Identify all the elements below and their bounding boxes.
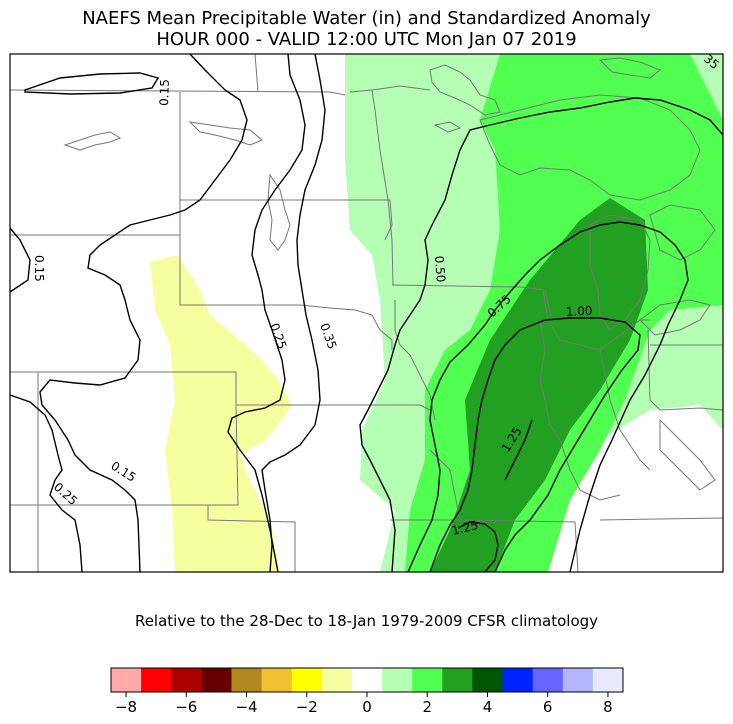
contour-label: 0.15 xyxy=(157,79,172,106)
colorbar-swatch xyxy=(472,668,504,692)
colorbar-tick-label: −8 xyxy=(115,698,137,716)
lake-outlines xyxy=(63,57,716,491)
colorbar-tick-label: 4 xyxy=(483,698,493,716)
map-frame xyxy=(9,53,724,573)
colorbar-swatch xyxy=(171,668,202,692)
colorbar-tick-label: 8 xyxy=(603,698,613,716)
contour-label: 0.50 xyxy=(432,255,448,283)
colorbar-tick-label: 0 xyxy=(362,698,372,716)
contour-label: 0.15 xyxy=(32,255,46,282)
pw-contours xyxy=(10,54,723,572)
valid-time-subtitle: HOUR 000 - VALID 12:00 UTC Mon Jan 07 20… xyxy=(156,29,577,50)
anomaly-fill-dark-green xyxy=(430,198,648,572)
contour-label: 1.00 xyxy=(565,304,592,319)
colorbar-tick-label: −2 xyxy=(296,698,318,716)
colorbar-swatch xyxy=(291,668,323,692)
colorbar-swatch xyxy=(261,668,293,692)
colorbar-tick-label: 2 xyxy=(422,698,432,716)
colorbar-swatch xyxy=(562,668,594,692)
colorbar-swatch xyxy=(321,668,353,692)
colorbar-tick-label: −4 xyxy=(235,698,257,716)
colorbar-swatch xyxy=(141,668,172,692)
colorbar-swatch xyxy=(532,668,564,692)
map-plot-area: 0.15 0.15 0.15 0.25 0.25 0.35 0.50 0.75 … xyxy=(10,54,723,572)
colorbar-swatch xyxy=(382,668,413,692)
colorbar-swatch xyxy=(442,668,473,692)
colorbar-swatch xyxy=(412,668,443,692)
colorbar-swatch xyxy=(351,668,383,692)
state-borders xyxy=(10,54,723,572)
colorbar-tick-label: 6 xyxy=(543,698,553,716)
colorbar-swatch xyxy=(231,668,263,692)
colorbar-swatch xyxy=(201,668,232,692)
colorbar-swatch xyxy=(592,668,624,692)
colorbar-tick-label: −6 xyxy=(175,698,197,716)
anomaly-fill-yellow xyxy=(150,255,292,572)
map-title: NAEFS Mean Precipitable Water (in) and S… xyxy=(82,8,651,29)
contour-label: 1.25 xyxy=(450,518,479,538)
climatology-footnote: Relative to the 28-Dec to 18-Jan 1979-20… xyxy=(134,612,599,630)
colorbar-swatch xyxy=(502,668,534,692)
colorbar-swatch xyxy=(111,668,142,692)
anomaly-colorbar: −8 −6 −4 −2 0 2 4 6 8 xyxy=(110,667,624,716)
